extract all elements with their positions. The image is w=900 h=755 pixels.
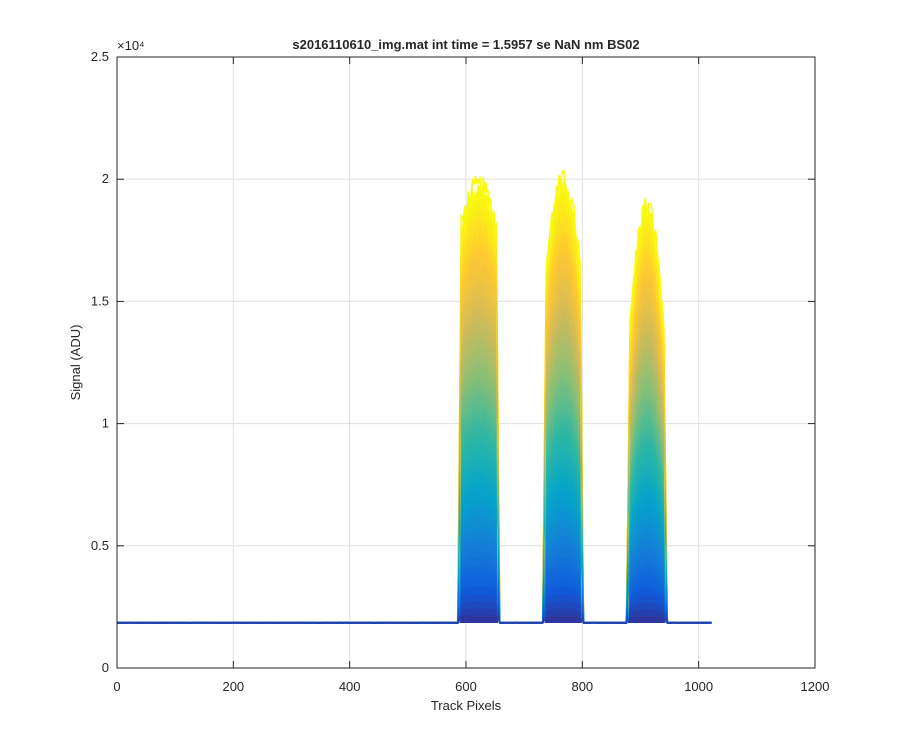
x-tick-label: 200 bbox=[222, 679, 244, 694]
peak-band bbox=[628, 615, 666, 623]
peak-band bbox=[544, 615, 582, 623]
y-tick-label: 1.5 bbox=[91, 293, 109, 308]
x-axis-label: Track Pixels bbox=[431, 698, 502, 713]
y-exponent-label: ×10⁴ bbox=[117, 38, 145, 53]
y-tick-label: 2 bbox=[102, 171, 109, 186]
x-tick-label: 400 bbox=[339, 679, 361, 694]
y-tick-label: 0.5 bbox=[91, 538, 109, 553]
series-line bbox=[116, 610, 712, 624]
series-layer bbox=[116, 169, 712, 624]
y-axis-label: Signal (ADU) bbox=[68, 325, 83, 401]
y-tick-label: 1 bbox=[102, 416, 109, 431]
x-tick-label: 800 bbox=[571, 679, 593, 694]
x-tick-label: 600 bbox=[455, 679, 477, 694]
tick-layer: 0 200 400 600 800 1000 1200 0 0.5 1 1.5 2 2.5 bbox=[91, 49, 830, 694]
chart-title: s2016110610_img.mat int time = 1.5957 se… bbox=[292, 37, 639, 52]
y-tick-label: 2.5 bbox=[91, 49, 109, 64]
x-tick-label: 1000 bbox=[684, 679, 713, 694]
peak-band bbox=[459, 615, 498, 623]
y-tick-label: 0 bbox=[102, 660, 109, 675]
x-tick-label: 0 bbox=[113, 679, 120, 694]
x-tick-label: 1200 bbox=[801, 679, 830, 694]
